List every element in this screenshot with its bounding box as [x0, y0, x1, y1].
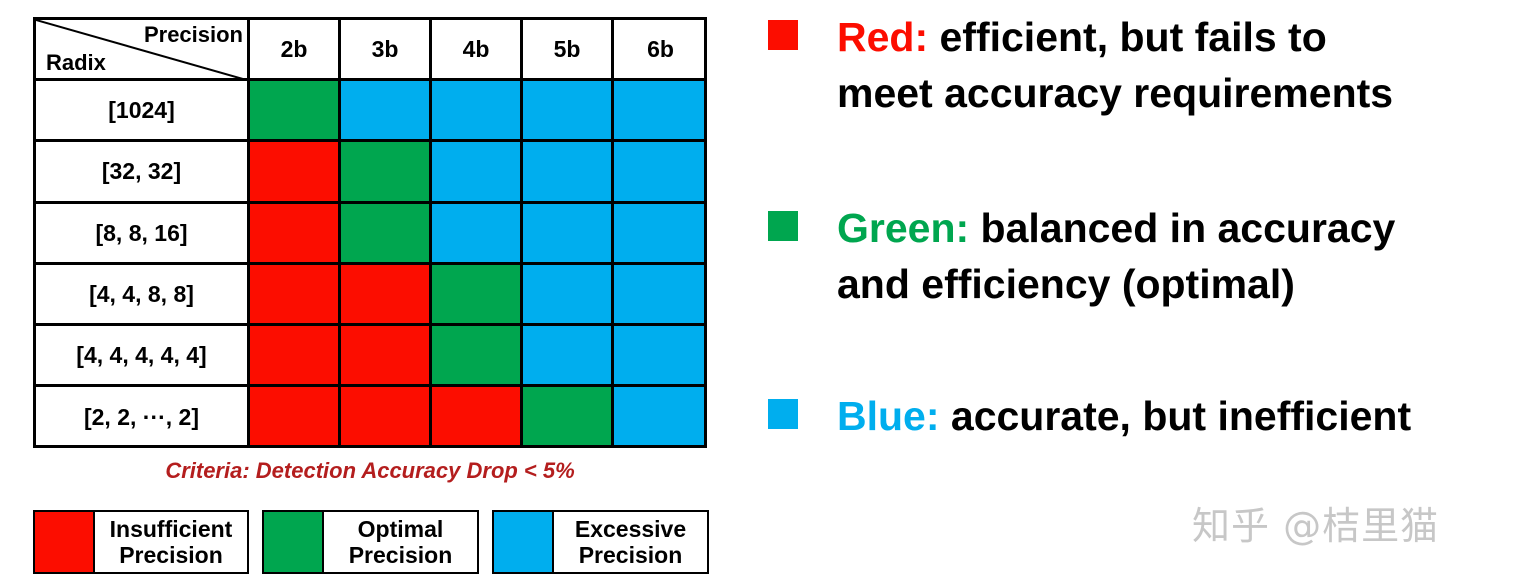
table-corner-header: Precision Radix	[33, 17, 247, 78]
row-header: [1024]	[33, 78, 247, 139]
green-square-icon	[768, 211, 798, 241]
desc-blue-keyword: Blue:	[837, 393, 940, 439]
precision-axis-label: Precision	[143, 22, 243, 47]
grid-cell-excessive	[611, 384, 707, 448]
grid-cell-optimal	[338, 201, 429, 262]
grid-cell-excessive	[429, 201, 520, 262]
row-header: [8, 8, 16]	[33, 201, 247, 262]
legend-optimal-label: Optimal Precision	[348, 516, 453, 568]
grid-cell-excessive	[520, 201, 611, 262]
legend-insufficient-swatch	[35, 512, 95, 572]
row-header: [32, 32]	[33, 139, 247, 201]
grid-cell-excessive	[338, 78, 429, 139]
grid-cell-excessive	[611, 139, 707, 201]
grid-cell-insufficient	[338, 323, 429, 384]
legend-insufficient-label: Insufficient Precision	[109, 516, 233, 568]
grid-cell-optimal	[520, 384, 611, 448]
grid-cell-optimal	[338, 139, 429, 201]
row-header: [4, 4, 4, 4, 4]	[33, 323, 247, 384]
column-header: 6b	[611, 17, 707, 78]
grid-cell-excessive	[611, 201, 707, 262]
grid-cell-excessive	[611, 78, 707, 139]
row-header: [4, 4, 8, 8]	[33, 262, 247, 323]
legend-optimal-swatch	[264, 512, 324, 572]
grid-cell-excessive	[520, 262, 611, 323]
legend-excessive-swatch	[494, 512, 554, 572]
watermark: 知乎 @桔里猫	[1192, 504, 1440, 548]
grid-cell-optimal	[429, 262, 520, 323]
precision-radix-table: Precision Radix 2b 3b 4b 5b 6b [1024] [32, 32]…	[33, 17, 707, 448]
desc-red-line1: efficient, but fails to	[928, 14, 1327, 60]
legend-excessive: Excessive Precision	[492, 510, 709, 574]
desc-green-line2: and efficiency (optimal)	[837, 261, 1295, 307]
grid-cell-insufficient	[247, 262, 338, 323]
table-frame-bottom	[33, 445, 707, 448]
corner-diagonal-line	[36, 20, 244, 78]
grid-cell-insufficient	[338, 384, 429, 448]
column-header: 5b	[520, 17, 611, 78]
column-header: 3b	[338, 17, 429, 78]
grid-cell-optimal	[429, 323, 520, 384]
legend-excessive-label: Excessive Precision	[574, 516, 687, 568]
row-header: [2, 2, ···, 2]	[33, 384, 247, 448]
legend-optimal: Optimal Precision	[262, 510, 479, 574]
column-header: 4b	[429, 17, 520, 78]
grid-cell-excessive	[429, 78, 520, 139]
desc-red-keyword: Red:	[837, 14, 929, 60]
grid-cell-insufficient	[429, 384, 520, 448]
desc-red-line2: meet accuracy requirements	[837, 70, 1394, 116]
grid-cell-insufficient	[247, 139, 338, 201]
criteria-note: Criteria: Detection Accuracy Drop < 5%	[165, 458, 575, 483]
grid-cell-excessive	[520, 78, 611, 139]
legend-insufficient: Insufficient Precision	[33, 510, 249, 574]
grid-cell-excessive	[429, 139, 520, 201]
grid-cell-insufficient	[247, 384, 338, 448]
radix-axis-label: Radix	[46, 50, 106, 75]
grid-cell-excessive	[611, 262, 707, 323]
red-square-icon	[768, 20, 798, 50]
column-header: 2b	[247, 17, 338, 78]
desc-green-keyword: Green:	[837, 205, 970, 251]
grid-cell-insufficient	[338, 262, 429, 323]
blue-square-icon	[768, 399, 798, 429]
grid-cell-optimal	[247, 78, 338, 139]
table-frame-right	[704, 17, 707, 448]
desc-green-line1: balanced in accuracy	[969, 205, 1396, 251]
grid-cell-excessive	[520, 139, 611, 201]
desc-blue-line1: accurate, but inefficient	[939, 393, 1412, 439]
grid-cell-excessive	[611, 323, 707, 384]
grid-cell-insufficient	[247, 201, 338, 262]
grid-cell-excessive	[520, 323, 611, 384]
grid-cell-insufficient	[247, 323, 338, 384]
